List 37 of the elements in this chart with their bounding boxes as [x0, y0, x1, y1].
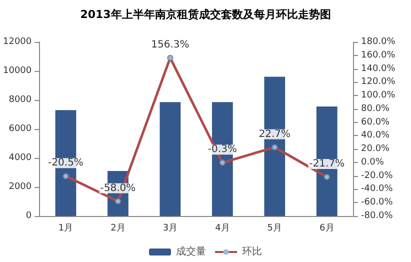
y2-tick-label: 100.0% [361, 90, 396, 101]
data-label: -20.5% [48, 158, 84, 169]
y2-tick-label: 120.0% [361, 77, 396, 88]
legend-label: 环比 [242, 246, 262, 258]
y2-tick-label: -60.0% [361, 198, 394, 208]
data-label: -0.3% [208, 144, 237, 156]
x-tick-label: 1月 [58, 224, 74, 234]
y-tick-label: 6000 [8, 124, 32, 134]
data-label: 22.7% [258, 128, 291, 140]
y-tick-label: 4000 [8, 153, 32, 163]
bar [160, 102, 181, 216]
chart-title: 2013年上半年南京租赁成交套数及每月环比走势图 [80, 8, 331, 21]
data-label: -58.0% [100, 182, 136, 194]
y-tick-label: 10000 [2, 66, 32, 76]
y-tick-label: 0 [26, 211, 32, 221]
x-tick-label: 5月 [267, 224, 282, 234]
y2-tick-label: 80.0% [361, 104, 390, 114]
y-tick-label: 12000 [2, 37, 32, 47]
x-tick-label: 6月 [320, 224, 334, 234]
data-label: 156.3% [151, 39, 190, 50]
y2-tick-label: 0.0% [361, 157, 384, 168]
x-tick-label: 3月 [162, 224, 178, 234]
data-label: -21.7% [309, 158, 345, 170]
x-tick-label: 4月 [215, 224, 230, 234]
y2-tick-label: 20.0% [361, 144, 390, 154]
y2-tick-label: 180.0% [361, 37, 396, 47]
y2-tick-label: -40.0% [361, 184, 394, 194]
y2-tick-label: 160.0% [361, 50, 396, 60]
x-tick-label: 2月 [110, 224, 126, 234]
y-tick-label: 2000 [8, 182, 32, 192]
legend-label: 成交量 [176, 246, 206, 258]
y2-tick-label: 60.0% [361, 117, 390, 128]
y-tick-label: 8000 [8, 95, 32, 105]
y2-tick-label: -20.0% [361, 170, 394, 181]
y2-tick-label: -80.0% [361, 211, 394, 221]
y2-tick-label: 40.0% [361, 130, 390, 141]
y2-tick-label: 140.0% [361, 64, 396, 74]
